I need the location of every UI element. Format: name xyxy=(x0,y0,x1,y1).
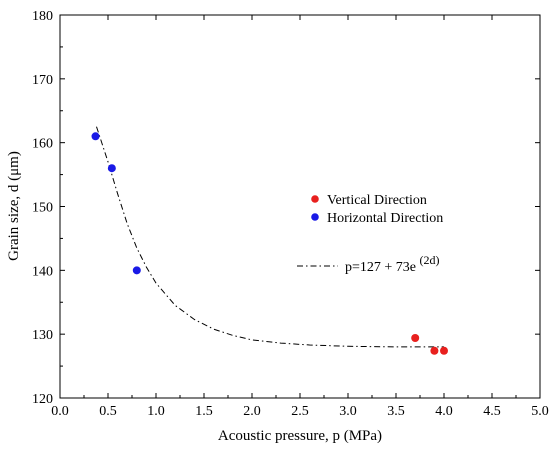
y-tick-label: 140 xyxy=(32,264,53,279)
legend: Vertical Direction Horizontal Direction xyxy=(311,193,443,226)
x-tick-label: 1.5 xyxy=(195,404,213,419)
data-point-horizontal xyxy=(91,132,100,141)
legend-marker-vertical xyxy=(311,195,319,203)
fit-legend: p=127 + 73e (2d) xyxy=(297,253,440,275)
data-point-vertical xyxy=(411,333,420,342)
y-axis-label: Grain size, d (μm) xyxy=(6,151,22,261)
y-tick-label: 150 xyxy=(32,201,53,216)
x-tick-label: 2.0 xyxy=(243,404,261,419)
x-tick-label: 4.0 xyxy=(435,404,453,419)
fit-curve xyxy=(96,126,444,348)
legend-label-vertical: Vertical Direction xyxy=(327,193,427,208)
x-tick-label: 2.5 xyxy=(291,404,309,419)
x-tick-label: 0.0 xyxy=(51,404,69,419)
plot-frame xyxy=(59,14,541,399)
data-point-vertical xyxy=(430,346,439,355)
x-tick-label: 1.0 xyxy=(147,404,165,419)
data-point-horizontal xyxy=(107,164,116,173)
fit-curve-layer xyxy=(96,126,444,348)
x-tick-label: 5.0 xyxy=(531,404,549,419)
data-point-vertical xyxy=(440,346,448,355)
legend-label-horizontal: Horizontal Direction xyxy=(327,211,443,226)
x-axis-ticks: 0.0 0.5 1.0 1.5 2.0 2.5 3.0 3.5 4.0 4.5 5.0 xyxy=(51,15,549,419)
data-points-layer xyxy=(91,132,448,355)
x-tick-label: 3.0 xyxy=(339,404,357,419)
data-point-horizontal xyxy=(132,266,141,275)
y-tick-label: 160 xyxy=(32,137,53,152)
x-tick-label: 4.5 xyxy=(483,404,501,419)
y-tick-label: 180 xyxy=(32,9,53,24)
y-axis-ticks: 120 130 140 150 160 170 180 xyxy=(32,9,540,407)
legend-marker-horizontal xyxy=(311,213,319,221)
y-tick-label: 130 xyxy=(32,328,53,343)
fit-equation: p=127 + 73e (2d) xyxy=(345,253,440,275)
x-axis-label: Acoustic pressure, p (MPa) xyxy=(218,428,382,444)
x-tick-label: 3.5 xyxy=(387,404,405,419)
x-tick-label: 0.5 xyxy=(99,404,117,419)
y-tick-label: 120 xyxy=(32,392,53,407)
fit-equation-exponent: (2d) xyxy=(420,253,440,267)
fit-equation-main: p=127 + 73e xyxy=(345,260,416,275)
y-tick-label: 170 xyxy=(32,73,53,88)
